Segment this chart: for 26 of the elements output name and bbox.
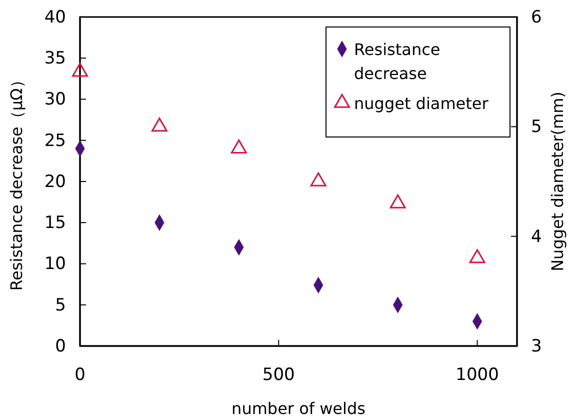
y-tick-label: 40: [44, 7, 66, 28]
x-tick-label: 1000: [456, 365, 499, 386]
y-tick-label: 10: [44, 254, 66, 274]
y-axis-title: Resistance decrease（μΩ）: [7, 72, 26, 291]
y-tick-label: 30: [44, 90, 66, 110]
point: [310, 172, 326, 186]
y2-tick-label: 3: [531, 336, 542, 356]
y2-axis-title: Nugget diameter(mm): [548, 92, 567, 272]
x-axis-title: number of welds: [232, 399, 366, 418]
y-tick-label: 35: [44, 48, 66, 69]
point: [390, 194, 406, 208]
point: [151, 118, 168, 132]
y2-tick-label: 6: [531, 7, 542, 28]
y-tick-label: 15: [44, 213, 66, 234]
legend-label: nugget diameter: [354, 94, 489, 113]
y2-tick-label: 5: [531, 117, 542, 138]
point: [469, 249, 486, 264]
y-tick-label: 20: [44, 172, 66, 192]
point: [72, 62, 88, 77]
y2-tick-label: 4: [531, 226, 542, 247]
y-tick-label: 25: [44, 130, 66, 151]
x-tick-label: 500: [262, 365, 295, 386]
y-tick-label: 5: [55, 295, 66, 316]
point: [230, 140, 247, 154]
y-tick-label: 0: [55, 336, 66, 356]
x-tick-label: 0: [74, 365, 86, 386]
